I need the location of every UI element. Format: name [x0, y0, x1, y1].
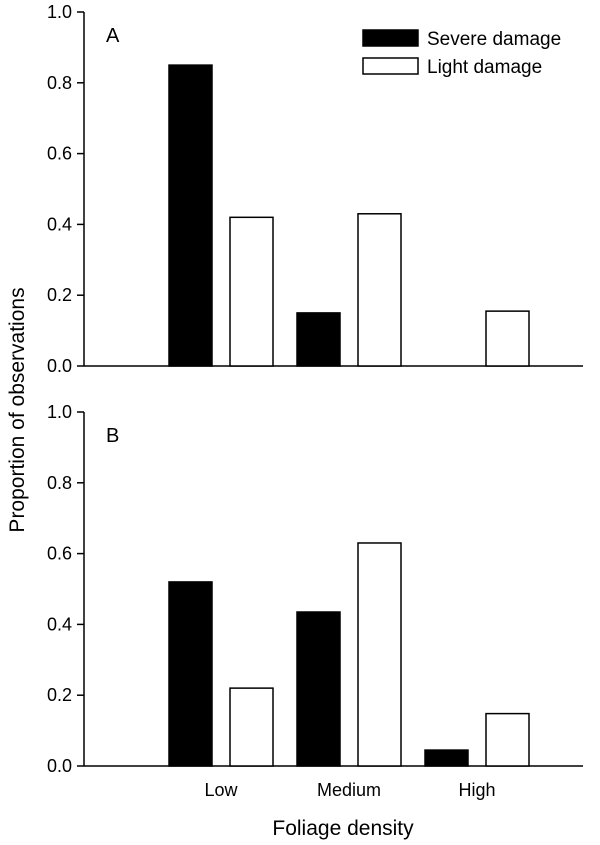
- legend-swatch: [362, 29, 419, 47]
- legend-entry: Light damage: [427, 57, 542, 78]
- y-tick-label: 0.2: [47, 685, 72, 705]
- x-tick-label: Medium: [317, 780, 381, 800]
- panels: 0.0 0.2 0.4 0.6 0.8 1.0 A 0.0 0.2 0.4 0.6 0.8 1.0 B Lo…: [47, 2, 583, 800]
- y-tick-label: 0.6: [47, 544, 72, 564]
- x-axis-title: Foliage density: [272, 817, 414, 840]
- y-tick-label: 0.8: [47, 473, 72, 493]
- panel-a: 0.0 0.2 0.4 0.6 0.8 1.0 A: [47, 2, 583, 376]
- y-tick-label: 0.0: [47, 756, 72, 776]
- legend: Severe damage Light damage: [362, 29, 561, 78]
- bar-light-high: [485, 310, 530, 367]
- y-tick-label: 0.2: [47, 285, 72, 305]
- panel-b: 0.0 0.2 0.4 0.6 0.8 1.0 B: [47, 402, 583, 776]
- x-tick-label: Low: [204, 780, 238, 800]
- bar-light-low: [229, 216, 274, 367]
- x-tick-label: High: [458, 780, 495, 800]
- panel-label: A: [106, 25, 120, 47]
- y-tick-label: 0.4: [47, 214, 72, 234]
- y-tick-label: 0.4: [47, 614, 72, 634]
- y-tick-label: 0.0: [47, 356, 72, 376]
- y-tick-label: 0.6: [47, 144, 72, 164]
- bar-severe-medium: [296, 312, 341, 367]
- bar-light-high: [485, 712, 530, 767]
- bar-severe-low: [168, 64, 213, 367]
- legend-entry: Severe damage: [427, 29, 561, 50]
- bar-light-medium: [357, 542, 402, 767]
- panel-label: B: [106, 425, 119, 447]
- bar-severe-medium: [296, 611, 341, 767]
- bar-light-medium: [357, 213, 402, 367]
- bar-severe-low: [168, 581, 213, 767]
- bar-severe-high: [424, 749, 469, 767]
- legend-swatch: [362, 57, 419, 75]
- y-axis-title: Proportion of observations: [6, 287, 29, 532]
- bar-light-low: [229, 687, 274, 767]
- y-tick-label: 1.0: [47, 402, 72, 422]
- y-tick-label: 0.8: [47, 73, 72, 93]
- y-tick-label: 1.0: [47, 2, 72, 22]
